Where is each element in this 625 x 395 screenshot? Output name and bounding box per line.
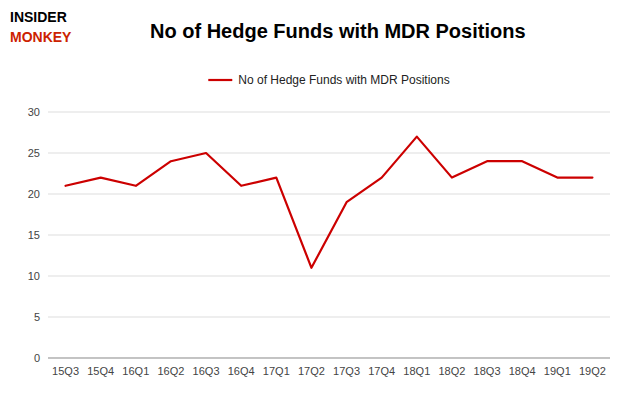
annotation: INSIDER (10, 9, 67, 25)
grid (48, 112, 610, 358)
x-tick-label: 15Q3 (52, 365, 79, 377)
x-tick-label: 16Q2 (157, 365, 184, 377)
y-tick-label: 15 (28, 229, 40, 241)
title: No of Hedge Funds with MDR Positions (150, 20, 526, 42)
y-tick-label: 0 (34, 352, 40, 364)
grid-line (48, 153, 610, 154)
x-tick-label: 16Q1 (122, 365, 149, 377)
y-tick-label: 5 (34, 311, 40, 323)
x-tick-label: 18Q3 (474, 365, 501, 377)
legend-swatch (208, 79, 232, 81)
x-tick-label: 17Q2 (298, 365, 325, 377)
y-tick-label: 10 (28, 270, 40, 282)
grid-line (48, 112, 610, 113)
chart: INSIDER MONKEY No of Hedge Funds with MDR … (0, 0, 625, 395)
x-tick-label: 17Q1 (263, 365, 290, 377)
plot-area (66, 137, 593, 268)
annotation: MONKEY (10, 29, 72, 45)
legend-label: No of Hedge Funds with MDR Positions (238, 73, 449, 87)
y-tick-label: 20 (28, 188, 40, 200)
x-axis-line (48, 358, 610, 359)
grid-line (48, 276, 610, 277)
grid-line (48, 317, 610, 318)
legend: No of Hedge Funds with MDR Positions (208, 73, 449, 87)
x-tick-label: 16Q3 (193, 365, 220, 377)
y-tick-label: 25 (28, 147, 40, 159)
x-tick-label: 17Q4 (368, 365, 395, 377)
x-tick-label: 19Q2 (579, 365, 606, 377)
grid-line (48, 358, 610, 359)
y-tick-label: 30 (28, 106, 40, 118)
x-tick-label: 18Q2 (438, 365, 465, 377)
x-tick-label: 18Q1 (403, 365, 430, 377)
x-tick-label: 17Q3 (333, 365, 360, 377)
x-tick-label: 16Q4 (228, 365, 255, 377)
x-tick-label: 15Q4 (87, 365, 114, 377)
grid-line (48, 194, 610, 195)
x-tick-label: 19Q1 (544, 365, 571, 377)
series-line (66, 137, 593, 268)
x-tick-label: 18Q4 (509, 365, 536, 377)
